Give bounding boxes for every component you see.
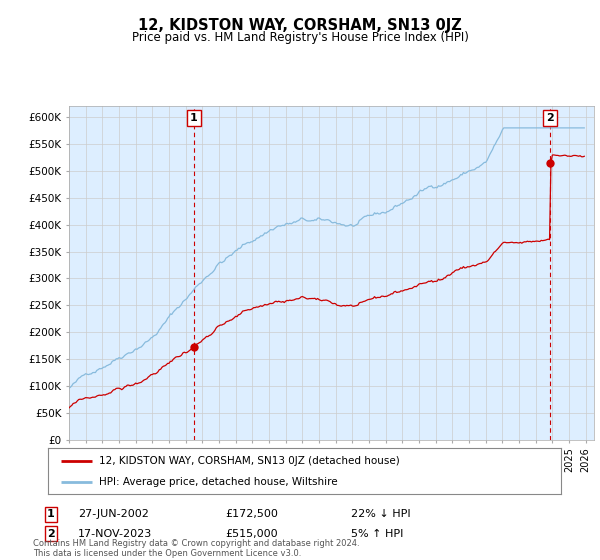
- Text: £515,000: £515,000: [225, 529, 278, 539]
- Text: 17-NOV-2023: 17-NOV-2023: [78, 529, 152, 539]
- Text: 1: 1: [190, 113, 198, 123]
- Text: HPI: Average price, detached house, Wiltshire: HPI: Average price, detached house, Wilt…: [100, 477, 338, 487]
- Text: 12, KIDSTON WAY, CORSHAM, SN13 0JZ (detached house): 12, KIDSTON WAY, CORSHAM, SN13 0JZ (deta…: [100, 456, 400, 466]
- Text: 5% ↑ HPI: 5% ↑ HPI: [351, 529, 403, 539]
- Text: 2: 2: [547, 113, 554, 123]
- Text: Price paid vs. HM Land Registry's House Price Index (HPI): Price paid vs. HM Land Registry's House …: [131, 31, 469, 44]
- Text: Contains HM Land Registry data © Crown copyright and database right 2024.
This d: Contains HM Land Registry data © Crown c…: [33, 539, 359, 558]
- Text: 27-JUN-2002: 27-JUN-2002: [78, 509, 149, 519]
- Text: 12, KIDSTON WAY, CORSHAM, SN13 0JZ: 12, KIDSTON WAY, CORSHAM, SN13 0JZ: [138, 18, 462, 33]
- Text: 2: 2: [47, 529, 55, 539]
- Text: £172,500: £172,500: [225, 509, 278, 519]
- Text: 1: 1: [47, 509, 55, 519]
- Text: 22% ↓ HPI: 22% ↓ HPI: [351, 509, 410, 519]
